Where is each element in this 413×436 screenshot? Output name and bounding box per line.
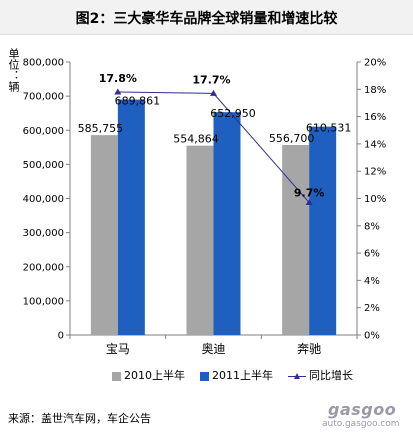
chart-growth-line [114, 88, 313, 206]
y-axis-right-tick-label: 8% [364, 221, 380, 232]
bar-2010 [282, 145, 310, 335]
chart-bars [90, 99, 337, 335]
x-axis-category-label: 奥迪 [201, 342, 225, 356]
legend-label-2011: 2011上半年 [212, 369, 273, 382]
y-axis-left-tick-label: 600,000 [23, 126, 64, 137]
title-bar: 图2：三大豪华车品牌全球销量和增速比较 [0, 0, 413, 35]
y-axis-right-tick-label: 2% [364, 303, 380, 314]
y-axis-left-tick-label: 200,000 [23, 262, 64, 273]
growth-value-label: 17.7% [192, 73, 230, 86]
legend-line-marker-icon [288, 372, 306, 381]
bar-2011 [309, 126, 337, 335]
growth-value-label: 17.8% [99, 72, 137, 85]
bar-value-label: 585,755 [78, 122, 124, 135]
y-axis-right-tick-label: 6% [364, 249, 380, 260]
chart-axes: 0 100,000 200,000 300,000 400,000 500,000 600,… [23, 58, 387, 357]
y-axis-left-tick-label: 300,000 [23, 228, 64, 239]
y-axis-right-tick-label: 18% [364, 85, 386, 96]
watermark-url: auto.gasgoo.com [322, 419, 400, 429]
legend: 2010上半年 2011上半年 同比增长 [92, 368, 392, 388]
x-axis-category-label: 奔驰 [297, 342, 321, 356]
bar-value-label: 689,861 [115, 95, 161, 108]
legend-swatch-2011 [200, 371, 209, 381]
bar-2010 [186, 145, 214, 335]
legend-item-2011: 2011上半年 [200, 368, 273, 384]
y-axis-left-tick-label: 700,000 [23, 92, 64, 103]
watermark-logo: gasgoo auto.gasgoo.com [318, 400, 408, 432]
legend-item-growth: 同比增长 [288, 368, 353, 384]
bar-2010 [90, 135, 118, 335]
bar-value-label: 554,864 [173, 133, 219, 146]
y-axis-right-tick-label: 16% [364, 112, 386, 123]
y-axis-right-tick-label: 12% [364, 167, 386, 178]
y-axis-left-unit-label: 单位：辆 [7, 48, 20, 92]
legend-label-2010: 2010上半年 [124, 369, 185, 382]
watermark-brand: gasgoo [328, 400, 397, 419]
bar-2011 [213, 112, 241, 335]
y-axis-right-tick-label: 4% [364, 276, 380, 287]
y-axis-left-tick-label: 400,000 [23, 194, 64, 205]
y-axis-right-tick-label: 14% [364, 139, 386, 150]
growth-point-marker [210, 89, 217, 96]
y-axis-right-tick-label: 0% [364, 331, 380, 342]
bar-value-label: 652,950 [210, 107, 256, 120]
source-note: 来源：盖世汽车网，车企公告 [8, 412, 151, 425]
y-axis-right-tick-label: 20% [364, 58, 386, 69]
y-axis-right-tick-label: 10% [364, 194, 386, 205]
chart-title: 图2：三大豪华车品牌全球销量和增速比较 [75, 11, 338, 27]
legend-swatch-2010 [112, 371, 121, 381]
y-axis-left-tick-label: 100,000 [23, 296, 64, 307]
growth-point-marker [305, 199, 313, 206]
growth-point-marker [114, 88, 122, 95]
bar-2011 [117, 99, 145, 335]
y-axis-left-tick-label: 500,000 [23, 160, 64, 171]
growth-value-label: 9.7% [294, 187, 325, 200]
y-axis-left-tick-label: 800,000 [23, 58, 64, 69]
legend-item-2010: 2010上半年 [112, 368, 185, 384]
x-axis-category-label: 宝马 [106, 342, 130, 356]
chart-data-labels: 585,755 689,861 554,864 652,950 556,700610,5… [78, 72, 352, 200]
bar-value-label: 556,700 [269, 132, 315, 145]
y-axis-left-tick-label: 0 [58, 331, 64, 342]
bar-value-label: 610,531 [306, 122, 352, 135]
legend-label-growth: 同比增长 [309, 369, 353, 382]
